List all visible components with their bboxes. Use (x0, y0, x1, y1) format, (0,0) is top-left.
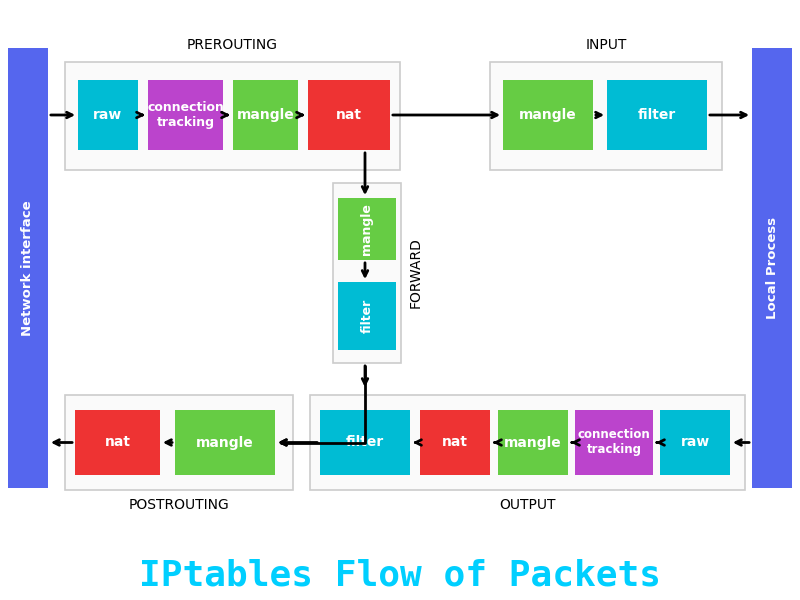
Text: connection
tracking: connection tracking (147, 101, 224, 129)
Text: filter: filter (638, 108, 676, 122)
FancyBboxPatch shape (308, 80, 390, 150)
FancyBboxPatch shape (503, 80, 593, 150)
FancyBboxPatch shape (78, 80, 138, 150)
Text: Local Process: Local Process (766, 217, 778, 319)
FancyBboxPatch shape (148, 80, 223, 150)
FancyBboxPatch shape (660, 410, 730, 475)
FancyBboxPatch shape (310, 395, 745, 490)
FancyBboxPatch shape (175, 410, 275, 475)
Text: OUTPUT: OUTPUT (499, 498, 556, 512)
Text: POSTROUTING: POSTROUTING (129, 498, 230, 512)
Text: mangle: mangle (196, 436, 254, 449)
Text: IPtables Flow of Packets: IPtables Flow of Packets (139, 558, 661, 592)
FancyBboxPatch shape (498, 410, 568, 475)
Text: Network interface: Network interface (22, 200, 34, 336)
FancyBboxPatch shape (320, 410, 410, 475)
FancyBboxPatch shape (490, 62, 722, 170)
Text: raw: raw (680, 436, 710, 449)
Text: mangle: mangle (237, 108, 294, 122)
FancyBboxPatch shape (420, 410, 490, 475)
Text: nat: nat (105, 436, 130, 449)
Text: FORWARD: FORWARD (409, 238, 423, 308)
Text: filter: filter (346, 436, 384, 449)
FancyBboxPatch shape (752, 48, 792, 488)
FancyBboxPatch shape (607, 80, 707, 150)
FancyBboxPatch shape (338, 282, 396, 350)
FancyBboxPatch shape (75, 410, 160, 475)
Text: connection
tracking: connection tracking (578, 428, 650, 457)
Text: INPUT: INPUT (586, 38, 626, 52)
Text: raw: raw (94, 108, 122, 122)
Text: nat: nat (336, 108, 362, 122)
Text: filter: filter (361, 299, 374, 333)
FancyBboxPatch shape (338, 198, 396, 260)
Text: mangle: mangle (504, 436, 562, 449)
FancyBboxPatch shape (65, 62, 400, 170)
FancyBboxPatch shape (333, 183, 401, 363)
Text: nat: nat (442, 436, 468, 449)
Text: PREROUTING: PREROUTING (187, 38, 278, 52)
Text: mangle: mangle (361, 203, 374, 255)
FancyBboxPatch shape (233, 80, 298, 150)
Text: mangle: mangle (519, 108, 577, 122)
FancyBboxPatch shape (8, 48, 48, 488)
FancyBboxPatch shape (575, 410, 653, 475)
FancyBboxPatch shape (65, 395, 293, 490)
